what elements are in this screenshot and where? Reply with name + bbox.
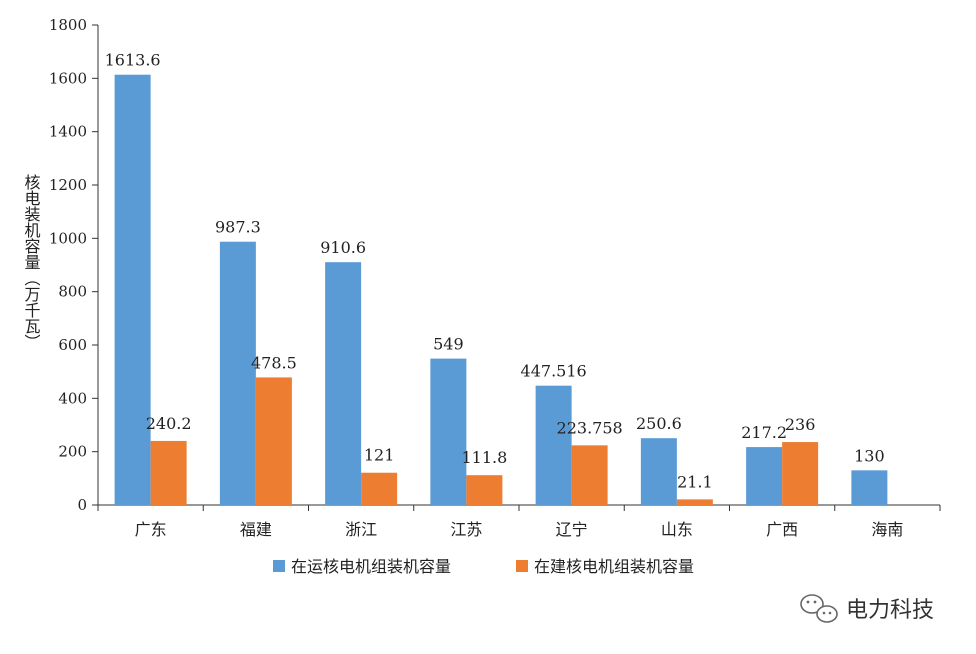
data-label: 478.5	[251, 353, 297, 372]
y-tick-label: 1400	[49, 123, 87, 141]
bar-operating	[430, 358, 467, 505]
watermark-text: 电力科技	[846, 598, 934, 623]
bar-construction	[676, 499, 713, 505]
y-tick-label: 1800	[49, 16, 87, 34]
data-label: 987.3	[215, 218, 261, 237]
data-label: 236	[785, 415, 816, 434]
y-tick-label: 1200	[49, 176, 87, 194]
legend-label: 在运核电机组装机容量	[291, 557, 451, 576]
x-tick-label: 福建	[240, 520, 272, 539]
y-axis-label: 核电装机容量（万千瓦）	[22, 174, 41, 350]
y-tick-label: 600	[58, 336, 87, 354]
y-tick-label: 0	[77, 496, 87, 514]
legend-swatch	[516, 560, 528, 572]
bar-operating	[325, 262, 362, 505]
x-tick-label: 广东	[135, 520, 167, 539]
x-tick-label: 辽宁	[556, 520, 588, 539]
x-tick-label: 海南	[871, 520, 903, 539]
bar-construction	[150, 440, 187, 505]
bar-construction	[782, 442, 819, 505]
y-tick-label: 200	[58, 443, 87, 461]
y-tick-label: 1000	[49, 229, 87, 247]
x-tick-label: 山东	[661, 520, 693, 539]
data-label: 21.1	[677, 472, 713, 491]
y-tick-label: 800	[58, 283, 87, 301]
bar-operating	[851, 470, 888, 505]
y-tick-label: 400	[58, 389, 87, 407]
bar-operating	[535, 385, 572, 505]
bar-construction	[571, 445, 608, 505]
legend: 在运核电机组装机容量 在建核电机组装机容量	[273, 557, 694, 576]
data-labels: 1613.6 240.2 987.3 478.5 910.6 121 549 111.8 447…	[105, 51, 885, 492]
wechat-icon	[800, 594, 838, 623]
data-label: 240.2	[146, 414, 192, 433]
data-label: 250.6	[636, 414, 682, 433]
bar-construction	[361, 472, 398, 505]
data-label: 121	[364, 446, 395, 465]
data-label: 910.6	[320, 238, 366, 257]
data-label: 447.516	[521, 362, 587, 381]
x-tick-label: 江苏	[450, 520, 482, 539]
data-label: 111.8	[461, 448, 507, 467]
x-axis: 广东 福建 浙江 江苏 辽宁 山东 广西 海南	[97, 504, 941, 539]
data-label: 1613.6	[105, 51, 161, 70]
bar-construction	[255, 377, 292, 505]
y-axis: 0 200 400 600 800 1000 1200 1400 1600 1800	[49, 16, 99, 514]
y-axis-title: 核电装机容量（万千瓦）	[22, 174, 41, 350]
data-label: 217.2	[741, 423, 787, 442]
bar-construction	[466, 475, 503, 505]
data-label: 549	[433, 335, 464, 354]
bar-operating	[640, 438, 677, 505]
x-tick-label: 浙江	[345, 520, 377, 539]
bars	[114, 74, 888, 505]
legend-label: 在建核电机组装机容量	[534, 557, 694, 576]
data-label: 223.758	[557, 418, 623, 437]
y-tick-label: 1600	[49, 69, 87, 87]
bar-operating	[114, 74, 151, 505]
data-label: 130	[854, 446, 885, 465]
x-tick-label: 广西	[766, 520, 798, 539]
bar-operating	[219, 241, 256, 505]
bar-operating	[746, 447, 783, 505]
watermark: 电力科技	[800, 594, 934, 623]
legend-swatch	[273, 560, 285, 572]
